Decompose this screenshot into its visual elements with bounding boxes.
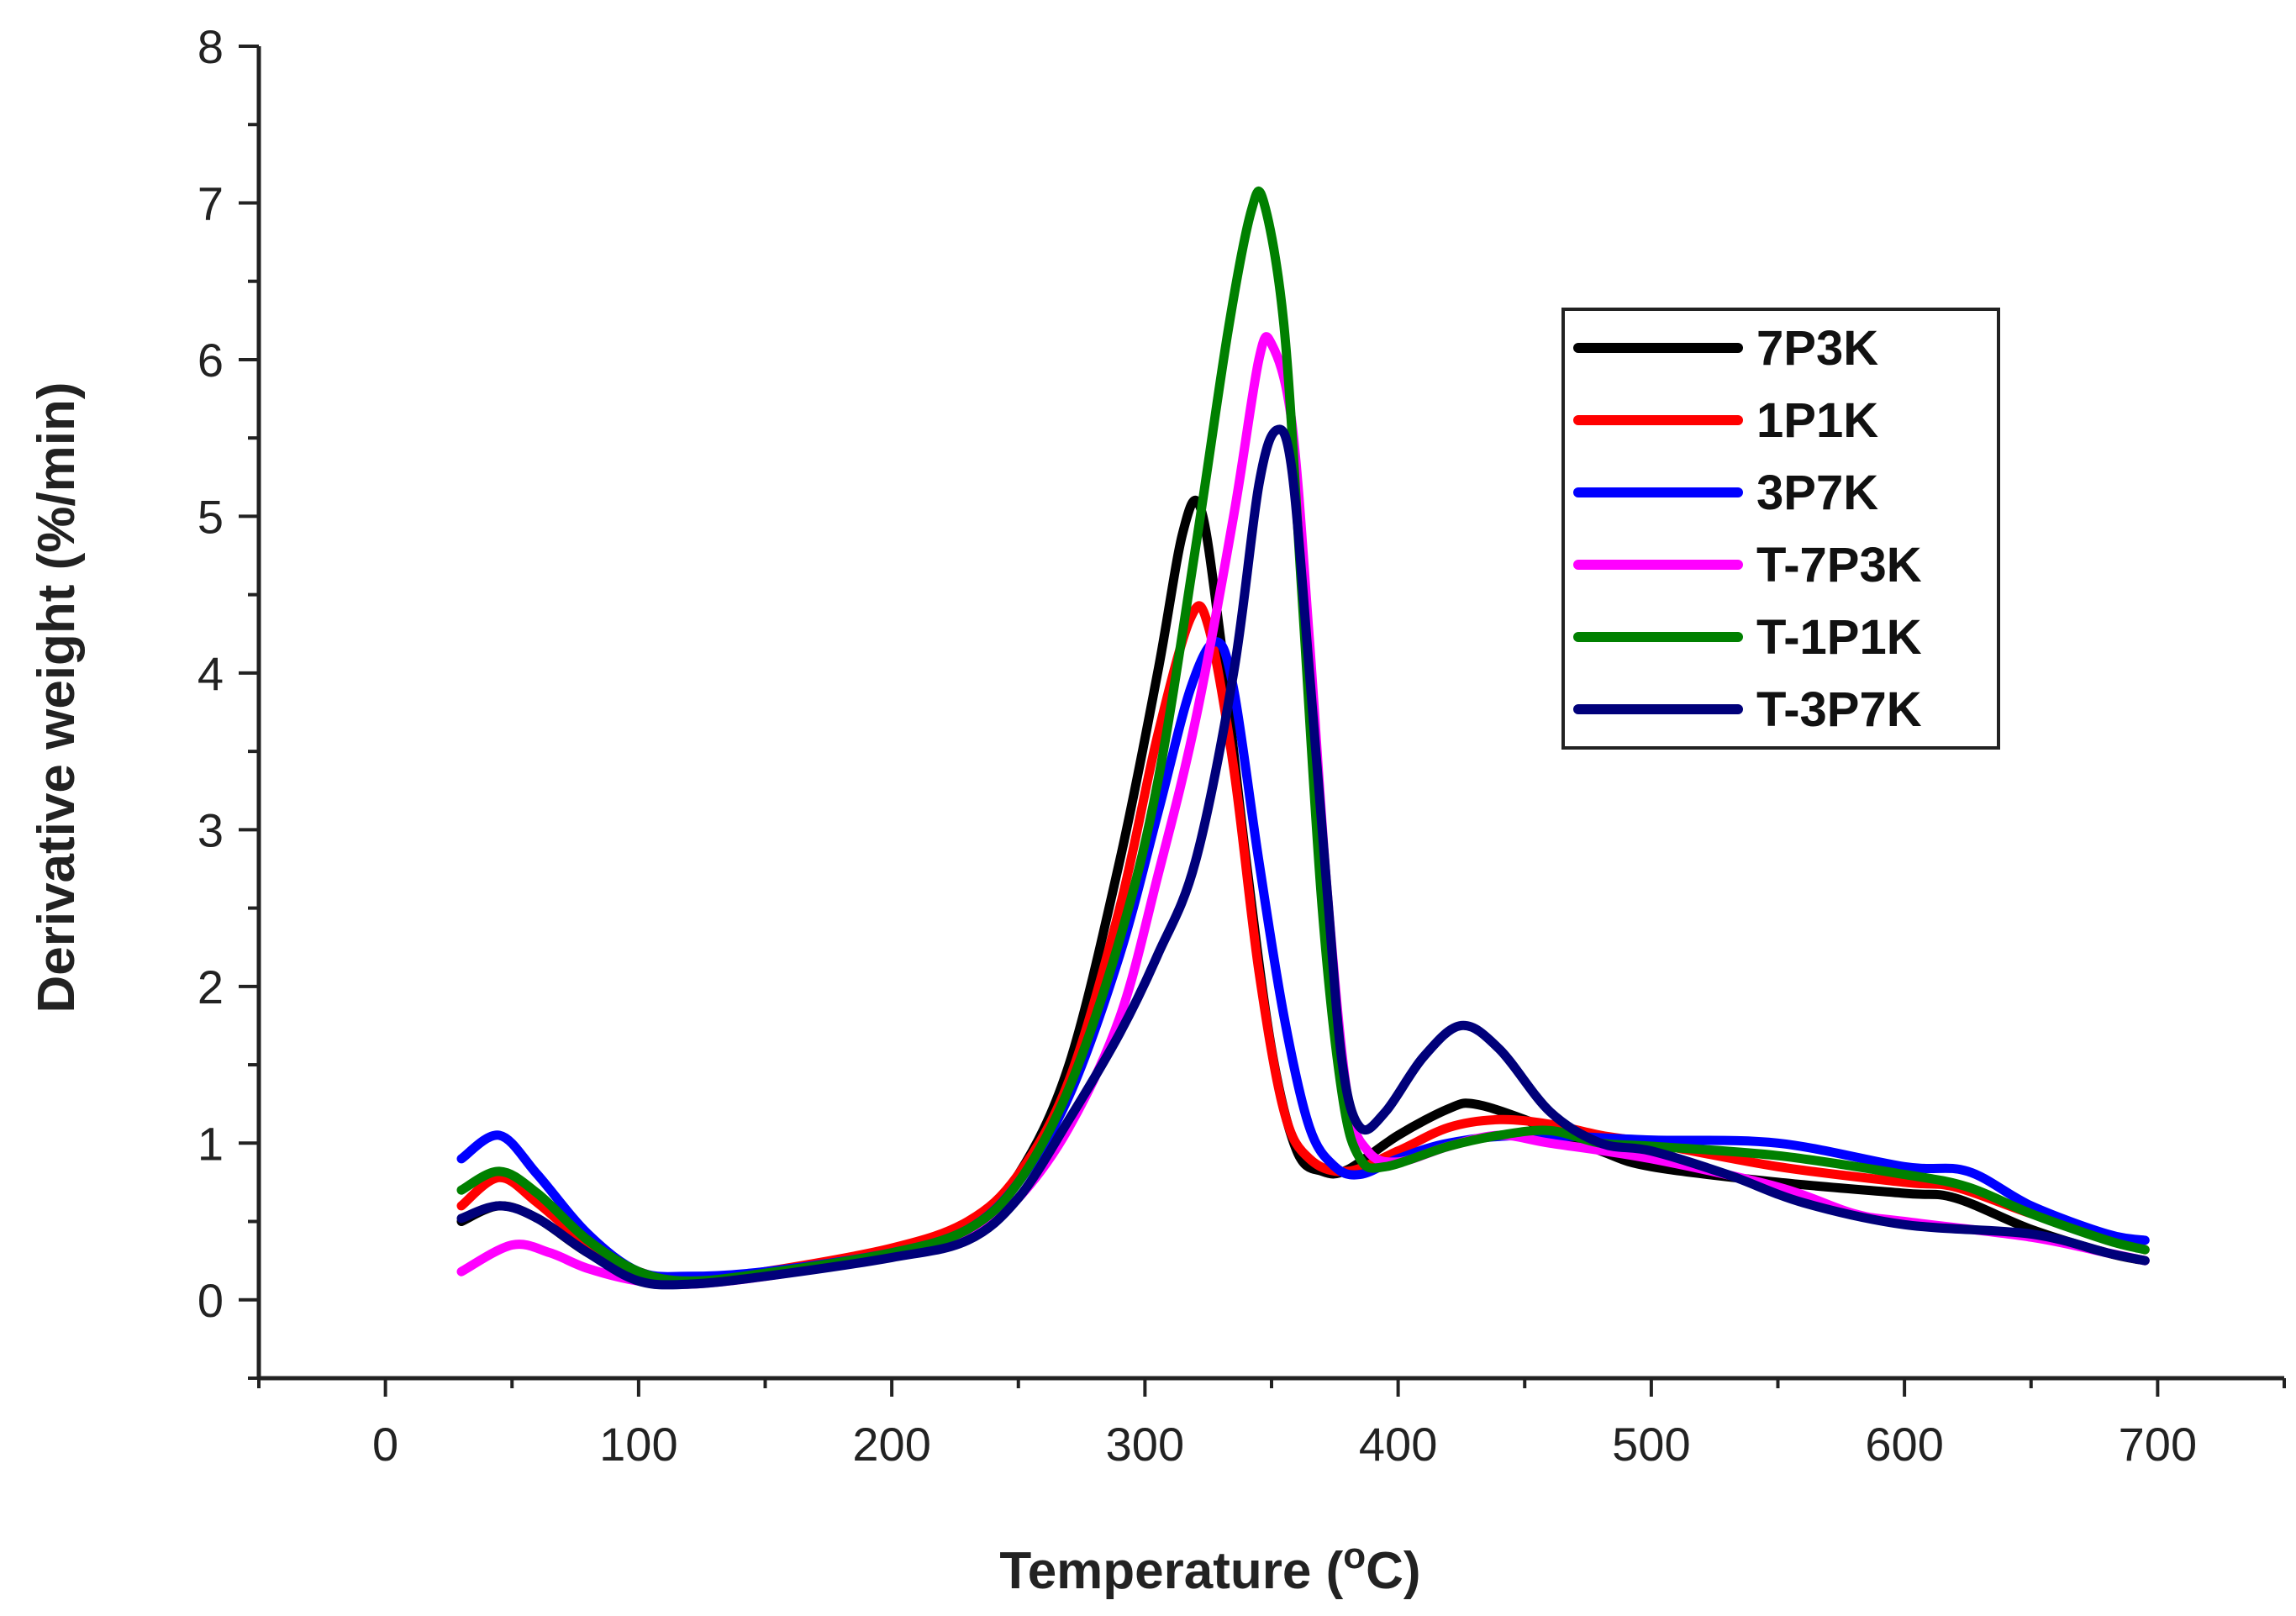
- legend-label: T-7P3K: [1756, 538, 1922, 592]
- x-tick-label: 600: [1865, 1418, 1943, 1471]
- x-tick-label: 200: [852, 1418, 930, 1471]
- legend-label: T-3P7K: [1756, 682, 1922, 737]
- legend-box: [1561, 308, 2000, 750]
- x-tick-label: 500: [1612, 1418, 1690, 1471]
- x-tick-label: 0: [372, 1418, 398, 1471]
- y-tick-label: 0: [197, 1274, 224, 1327]
- axes-layer: 0 100 200 300 400 500 600 700 0 1 2 3 4 5 6 7 8: [197, 20, 2286, 1471]
- y-tick-label: 1: [197, 1117, 224, 1170]
- x-axis-title: Temperature (oC): [999, 1535, 1420, 1600]
- y-tick-label: 6: [197, 334, 224, 387]
- series-layer: [456, 187, 2150, 1290]
- series-line-t-3p7k: [456, 424, 2150, 1290]
- x-tick-label: 300: [1106, 1418, 1184, 1471]
- x-tick-label: 400: [1359, 1418, 1437, 1471]
- legend-label: 3P7K: [1756, 466, 1878, 520]
- legend-label: 7P3K: [1756, 321, 1878, 376]
- x-ticks: 0 100 200 300 400 500 600 700: [257, 1378, 2286, 1471]
- y-tick-label: 7: [197, 176, 224, 229]
- y-tick-label: 5: [197, 490, 224, 543]
- y-ticks: 0 1 2 3 4 5 6 7 8: [197, 20, 259, 1380]
- y-tick-label: 8: [197, 20, 224, 73]
- y-tick-label: 3: [197, 803, 224, 856]
- legend-items: 7P3K 1P1K 3P7K T-7P3K T-1P1K T-3P7K: [1573, 321, 1922, 737]
- legend-label: 1P1K: [1756, 393, 1878, 448]
- y-axis-title: Derivative weight (%/min): [28, 382, 86, 1013]
- legend: 7P3K 1P1K 3P7K T-7P3K T-1P1K T-3P7K: [1561, 308, 2000, 750]
- legend-label: T-1P1K: [1756, 610, 1922, 665]
- x-tick-label: 700: [2119, 1418, 2197, 1471]
- y-tick-label: 2: [197, 961, 224, 1013]
- y-tick-label: 4: [197, 647, 224, 700]
- x-tick-label: 100: [599, 1418, 677, 1471]
